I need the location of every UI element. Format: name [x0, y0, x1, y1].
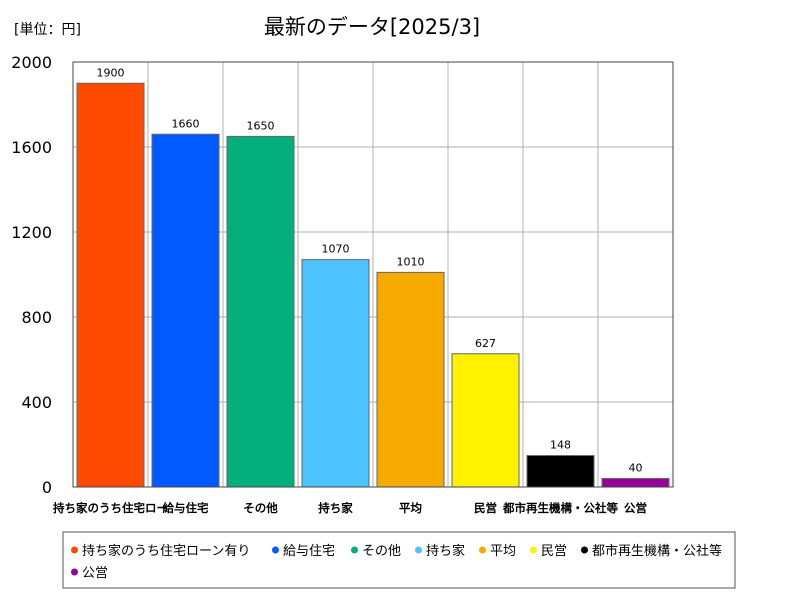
- data-label: 1010: [397, 255, 425, 268]
- data-label: 148: [550, 439, 571, 452]
- bar: [151, 133, 220, 488]
- data-label: 1070: [322, 243, 350, 256]
- x-tick-label: その他: [243, 501, 278, 515]
- data-label: 1650: [247, 119, 275, 132]
- x-tick-label: 都市再生機構・公社等: [502, 501, 618, 515]
- bar: [451, 353, 520, 488]
- y-tick-label: 1200: [11, 223, 52, 242]
- x-tick-label: 民営: [474, 501, 497, 515]
- bar: [226, 135, 295, 488]
- legend-label: その他: [362, 544, 401, 559]
- data-label: 40: [629, 462, 643, 475]
- legend-marker: [415, 546, 422, 554]
- x-tick-label: 平均: [399, 501, 422, 515]
- data-label: 1660: [172, 117, 200, 130]
- legend-marker: [479, 546, 486, 554]
- legend-marker: [581, 546, 588, 554]
- legend-label: 持ち家: [426, 543, 465, 559]
- axes: [72, 61, 674, 488]
- legend-label: 給与住宅: [283, 544, 335, 559]
- unit-label: [単位：円]: [14, 22, 81, 38]
- y-tick-label: 1600: [11, 138, 52, 157]
- bars: [76, 82, 670, 488]
- legend-marker: [351, 546, 358, 554]
- legend-marker: [530, 546, 537, 554]
- y-tick-label: 2000: [11, 53, 52, 72]
- plot-frame: [72, 61, 674, 488]
- legend-label: 持ち家のうち住宅ローン有り: [82, 543, 250, 559]
- legend-marker: [71, 568, 78, 576]
- bar: [76, 82, 145, 488]
- data-label: 1900: [97, 66, 125, 79]
- y-tick-label: 800: [21, 308, 52, 327]
- legend-label: 平均: [490, 544, 516, 559]
- x-tick-label: 公営: [624, 501, 647, 515]
- legend-label: 民営: [541, 544, 567, 559]
- y-tick-label: 400: [21, 393, 52, 412]
- legend-box: [62, 531, 736, 589]
- data-labels: 1900 1660 1650 1070 1010 627 148 40: [97, 66, 643, 474]
- legend-marker: [71, 546, 78, 554]
- chart-title: 最新のデータ[2025/3]: [264, 15, 480, 39]
- legend-label: 公営: [82, 566, 108, 581]
- y-tick-labels: 0 400 800 1200 1600 2000: [11, 53, 52, 497]
- data-label: 627: [475, 337, 496, 350]
- legend-marker: [272, 546, 279, 554]
- bar: [526, 455, 595, 488]
- bar: [376, 271, 445, 488]
- x-tick-label: 持ち家のうち住宅ロー: [53, 501, 168, 515]
- legend-label: 都市再生機構・公社等: [592, 543, 722, 559]
- x-tick-label: 持ち家: [318, 501, 353, 515]
- x-tick-label: 給与住宅: [163, 501, 209, 515]
- bar: [301, 259, 370, 488]
- bar: [601, 478, 670, 488]
- y-tick-label: 0: [42, 478, 52, 497]
